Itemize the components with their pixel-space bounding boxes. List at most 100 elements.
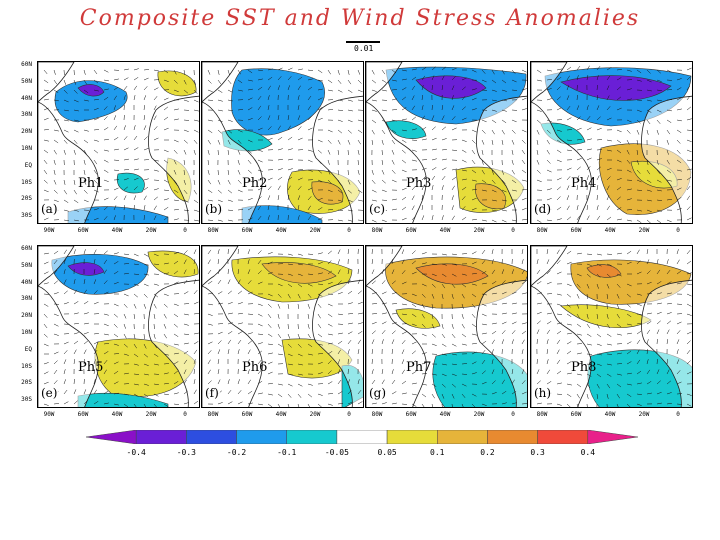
wind-vector: [536, 219, 542, 223]
wind-vector: [501, 330, 506, 335]
wind-vector: [227, 79, 232, 85]
wind-vector: [113, 205, 117, 211]
wind-vector: [267, 371, 273, 375]
map-field: [202, 246, 363, 407]
wind-vector: [327, 360, 332, 365]
wind-vector: [287, 85, 290, 91]
wind-vector: [381, 321, 387, 325]
wind-vector: [143, 125, 147, 131]
wind-vector: [676, 169, 682, 172]
wind-vector: [123, 77, 129, 81]
wind-vector: [401, 69, 407, 72]
wind-vector: [636, 99, 643, 101]
wind-vector: [511, 119, 517, 123]
wind-vector: [626, 393, 632, 397]
wind-vector: [471, 261, 477, 265]
wind-vector: [401, 118, 407, 121]
wind-vector: [411, 76, 417, 81]
wind-vector: [636, 339, 641, 345]
wind-vector: [656, 338, 658, 345]
wind-vector: [133, 95, 136, 101]
wind-vector: [451, 403, 453, 407]
wind-vector: [676, 197, 682, 201]
wind-vector: [676, 187, 682, 191]
wind-vector: [163, 393, 169, 396]
wind-vector: [686, 195, 691, 201]
wind-vector: [686, 95, 691, 101]
wind-vector: [327, 303, 333, 307]
wind-vector: [267, 323, 272, 328]
wind-vector: [491, 292, 497, 295]
wind-vector: [337, 292, 343, 295]
wind-vector: [123, 169, 130, 171]
wind-vector: [183, 359, 188, 365]
wind-vector: [646, 209, 652, 213]
wind-vector: [566, 66, 572, 71]
wind-vector: [193, 99, 199, 103]
wind-vector: [626, 250, 632, 255]
wind-vector: [646, 270, 651, 275]
wind-vector: [566, 383, 572, 386]
wind-vector: [586, 273, 591, 278]
wind-vector: [381, 369, 384, 375]
wind-vector: [327, 342, 333, 345]
wind-vector: [616, 107, 622, 111]
wind-vector: [411, 195, 415, 201]
wind-vector: [411, 159, 417, 162]
colorbar-swatch: [236, 430, 287, 444]
wind-vector: [227, 331, 233, 335]
coastline: [531, 101, 592, 223]
wind-vector: [257, 69, 263, 72]
wind-vector: [183, 129, 189, 132]
wind-vector: [576, 393, 580, 399]
wind-vector: [471, 188, 477, 191]
wind-vector: [536, 329, 540, 335]
wind-vector: [237, 331, 243, 335]
colorbar-tick-label: 0.05: [377, 448, 397, 457]
wind-vector: [103, 138, 109, 141]
wind-vector: [123, 333, 127, 339]
y-axis-tick-label: 20S: [21, 195, 32, 203]
wind-vector: [207, 69, 211, 75]
x-axis-tick-label: 40W: [439, 411, 451, 418]
wind-vector: [183, 169, 185, 176]
wind-vector: [327, 323, 333, 327]
wind-vector: [103, 127, 109, 131]
wind-vector: [646, 321, 652, 325]
wind-vector: [441, 323, 444, 329]
wind-vector: [227, 189, 233, 194]
wind-vector: [616, 403, 619, 407]
y-axis-tick-label: 20S: [21, 379, 32, 387]
wind-vector: [123, 272, 129, 275]
wind-vector: [461, 139, 467, 142]
wind-vector: [401, 303, 407, 306]
wind-vector: [327, 270, 333, 275]
wind-vector: [596, 263, 602, 267]
wind-vector: [53, 69, 56, 75]
wind-vector: [391, 303, 398, 305]
wind-vector: [586, 138, 592, 141]
wind-vector: [546, 293, 553, 295]
wind-vector: [217, 189, 222, 194]
wind-vector: [431, 148, 437, 151]
wind-vector: [686, 293, 692, 297]
wind-vector: [123, 95, 126, 101]
wind-vector: [297, 283, 303, 288]
wind-vector: [93, 290, 98, 295]
wind-vector: [93, 107, 99, 111]
wind-vector: [237, 189, 243, 193]
anomaly-region: [157, 70, 197, 97]
wind-vector: [73, 129, 79, 133]
wind-vector: [546, 119, 552, 123]
wind-vector: [123, 343, 128, 348]
wind-vector: [93, 179, 98, 184]
wind-vector: [63, 179, 66, 185]
wind-vector: [461, 383, 467, 387]
x-axis-tick-label: 60W: [241, 411, 253, 418]
wind-vector: [606, 363, 612, 366]
wind-vector: [576, 343, 583, 345]
wind-vector: [686, 139, 692, 143]
wind-vector: [511, 219, 517, 222]
wind-vector: [217, 149, 219, 156]
wind-vector: [347, 119, 353, 123]
